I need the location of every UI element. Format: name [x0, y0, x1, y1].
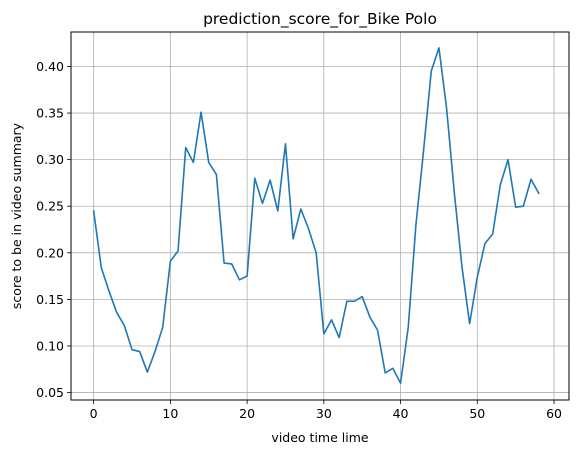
y-tick-label: 0.05	[36, 385, 64, 400]
x-axis-label: video time lime	[271, 430, 368, 445]
x-tick-label: 20	[239, 406, 255, 421]
chart-title: prediction_score_for_Bike Polo	[203, 10, 437, 29]
x-tick-label: 10	[162, 406, 178, 421]
y-tick-label: 0.15	[36, 292, 64, 307]
y-tick-label: 0.20	[36, 245, 64, 260]
series-line	[92, 47, 540, 385]
series-layer	[92, 47, 540, 385]
y-tick-label: 0.25	[36, 199, 64, 214]
y-axis-label: score to be in video summary	[9, 122, 24, 309]
x-tick-label: 60	[546, 406, 562, 421]
plot-frame	[70, 31, 570, 401]
y-axis-ticks: 0.05 0.10 0.15 0.20 0.25 0.30 0.35 0.40	[36, 59, 71, 400]
y-tick-label: 0.35	[36, 106, 64, 121]
x-tick-label: 30	[316, 406, 332, 421]
x-tick-label: 50	[469, 406, 485, 421]
y-tick-label: 0.40	[36, 59, 64, 74]
y-tick-label: 0.10	[36, 338, 64, 353]
x-tick-label: 0	[90, 406, 98, 421]
x-tick-label: 40	[393, 406, 409, 421]
y-tick-label: 0.30	[36, 152, 64, 167]
x-axis-ticks: 0 10 20 30 40 50 60	[90, 400, 562, 421]
grid	[71, 32, 569, 400]
